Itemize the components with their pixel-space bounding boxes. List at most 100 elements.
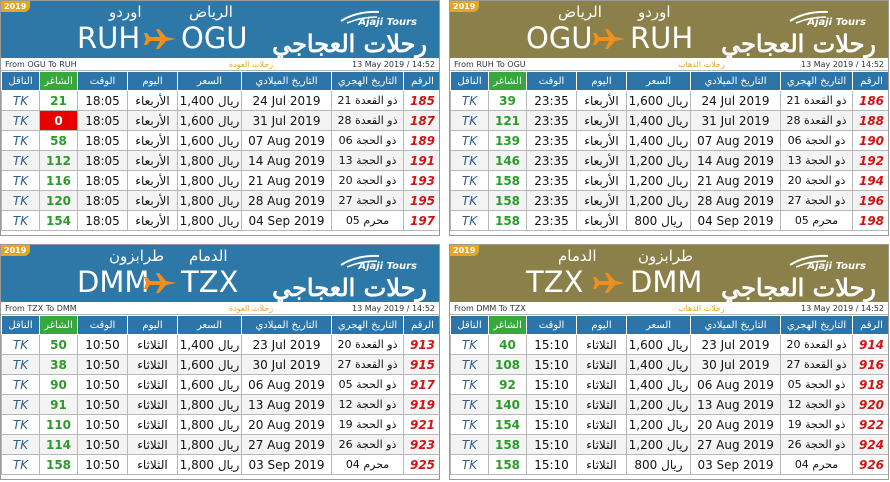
price-cell: 1,600 ريال bbox=[626, 334, 691, 355]
seats-cell: 139 bbox=[488, 130, 527, 151]
table-row[interactable]: TK 38 10:50 الثلاثاء 1,600 ريال 30 Jul 2019 27… bbox=[1, 354, 439, 375]
price-cell: 800 ريال bbox=[626, 210, 691, 231]
table-row[interactable]: TK 154 15:10 الثلاثاء 1,200 ريال 20 Aug 2019 1… bbox=[450, 414, 888, 435]
seats-cell: 116 bbox=[39, 170, 78, 191]
table-body: TK 21 18:05 الأربعاء 1,400 ريال 24 Jul 2019 21… bbox=[1, 90, 439, 231]
flight-number-cell: 918 bbox=[852, 374, 888, 395]
table-row[interactable]: TK 158 15:10 الثلاثاء 800 ريال 03 Sep 2019 04 … bbox=[450, 454, 888, 475]
logo-english-text: Ajaji Tours bbox=[807, 17, 866, 28]
seats-cell: 154 bbox=[488, 414, 527, 435]
day-cell: الأربعاء bbox=[127, 190, 178, 211]
schedule-panel-p1: 2019 اوردو الرياض OGU RUH Ajaji Tours رح… bbox=[449, 0, 889, 236]
airplane-icon bbox=[593, 29, 625, 49]
logo-swoosh-icon bbox=[340, 10, 380, 24]
flight-number-cell: 917 bbox=[403, 374, 439, 395]
table-row[interactable]: TK 108 15:10 الثلاثاء 1,400 ريال 30 Jul 2019 2… bbox=[450, 354, 888, 375]
table-row[interactable]: TK 158 15:10 الثلاثاء 1,200 ريال 27 Aug 2019 2… bbox=[450, 434, 888, 455]
table-row[interactable]: TK 158 23:35 الأربعاء 1,200 ريال 21 Aug 2019 2… bbox=[450, 170, 888, 191]
column-header: الرقم bbox=[852, 315, 888, 335]
price-cell: 1,400 ريال bbox=[626, 110, 691, 131]
gregorian-date-cell: 07 Aug 2019 bbox=[241, 130, 332, 151]
price-cell: 1,200 ريال bbox=[626, 190, 691, 211]
trip-direction: رحلات الذهاب bbox=[678, 60, 725, 69]
column-header: التاريخ الميلادي bbox=[241, 315, 332, 335]
table-row[interactable]: TK 39 23:35 الأربعاء 1,600 ريال 24 Jul 2019 21… bbox=[450, 90, 888, 111]
price-cell: 1,600 ريال bbox=[177, 110, 242, 131]
time-cell: 23:35 bbox=[526, 190, 577, 211]
hijri-date-cell: 05 ذو الحجة bbox=[780, 374, 853, 395]
price-cell: 1,200 ريال bbox=[626, 414, 691, 435]
gregorian-date-cell: 31 Jul 2019 bbox=[690, 110, 781, 131]
table-row[interactable]: TK 120 18:05 الأربعاء 1,800 ريال 28 Aug 2019 2… bbox=[1, 190, 439, 211]
arabic-city-names: طرابزون الدمام bbox=[450, 247, 700, 267]
table-row[interactable]: TK 116 18:05 الأربعاء 1,800 ريال 21 Aug 2019 2… bbox=[1, 170, 439, 191]
table-row[interactable]: TK 90 10:50 الثلاثاء 1,600 ريال 06 Aug 2019 05… bbox=[1, 374, 439, 395]
route-codes: DMM TZX bbox=[1, 265, 241, 301]
carrier-cell: TK bbox=[450, 394, 489, 415]
price-cell: 1,400 ريال bbox=[626, 374, 691, 395]
gregorian-date-cell: 20 Aug 2019 bbox=[690, 414, 781, 435]
table-row[interactable]: TK 146 23:35 الأربعاء 1,200 ريال 14 Aug 2019 1… bbox=[450, 150, 888, 171]
logo-arabic-text: رحلات العجاجي bbox=[272, 29, 427, 58]
carrier-cell: TK bbox=[1, 210, 40, 231]
table-row[interactable]: TK 21 18:05 الأربعاء 1,400 ريال 24 Jul 2019 21… bbox=[1, 90, 439, 111]
table-row[interactable]: TK 50 10:50 الثلاثاء 1,400 ريال 23 Jul 2019 20… bbox=[1, 334, 439, 355]
flight-number-cell: 913 bbox=[403, 334, 439, 355]
gregorian-date-cell: 28 Aug 2019 bbox=[690, 190, 781, 211]
column-header: السعر bbox=[177, 315, 242, 335]
flight-number-cell: 187 bbox=[403, 110, 439, 131]
table-row[interactable]: TK 58 18:05 الأربعاء 1,600 ريال 07 Aug 2019 06… bbox=[1, 130, 439, 151]
flight-number-cell: 188 bbox=[852, 110, 888, 131]
table-row[interactable]: TK 112 18:05 الأربعاء 1,800 ريال 14 Aug 2019 1… bbox=[1, 150, 439, 171]
table-row[interactable]: TK 154 18:05 الأربعاء 1,800 ريال 04 Sep 2019 0… bbox=[1, 210, 439, 231]
table-row[interactable]: TK 40 15:10 الثلاثاء 1,600 ريال 23 Jul 2019 20… bbox=[450, 334, 888, 355]
carrier-cell: TK bbox=[1, 90, 40, 111]
flight-number-cell: 925 bbox=[403, 454, 439, 475]
seats-cell: 146 bbox=[488, 150, 527, 171]
hijri-date-cell: 06 ذو الحجة bbox=[331, 130, 404, 151]
table-row[interactable]: TK 158 23:35 الأربعاء 800 ريال 04 Sep 2019 05 … bbox=[450, 210, 888, 231]
day-cell: الثلاثاء bbox=[576, 334, 627, 355]
gregorian-date-cell: 04 Sep 2019 bbox=[690, 210, 781, 231]
day-cell: الثلاثاء bbox=[576, 414, 627, 435]
table-row[interactable]: TK 158 23:35 الأربعاء 1,200 ريال 28 Aug 2019 2… bbox=[450, 190, 888, 211]
arabic-destination: اوردو bbox=[638, 3, 671, 21]
day-cell: الأربعاء bbox=[576, 150, 627, 171]
day-cell: الثلاثاء bbox=[127, 434, 178, 455]
time-cell: 18:05 bbox=[77, 90, 128, 111]
arabic-origin: الرياض bbox=[558, 3, 602, 21]
route-code-left: DMM bbox=[77, 265, 150, 299]
route-code-left: TZX bbox=[526, 265, 584, 299]
table-row[interactable]: TK 121 23:35 الأربعاء 1,400 ريال 31 Jul 2019 2… bbox=[450, 110, 888, 131]
table-row[interactable]: TK 140 15:10 الثلاثاء 1,200 ريال 13 Aug 2019 1… bbox=[450, 394, 888, 415]
carrier-cell: TK bbox=[450, 130, 489, 151]
flights-table: الناقل الشاغر الوقت اليوم السعر التاريخ الميل… bbox=[450, 71, 888, 231]
price-cell: 1,400 ريال bbox=[177, 90, 242, 111]
table-row[interactable]: TK 110 10:50 الثلاثاء 1,800 ريال 20 Aug 2019 1… bbox=[1, 414, 439, 435]
time-cell: 10:50 bbox=[77, 454, 128, 475]
time-cell: 23:35 bbox=[526, 90, 577, 111]
table-row[interactable]: TK 0 18:05 الأربعاء 1,600 ريال 31 Jul 2019 28 … bbox=[1, 110, 439, 131]
time-cell: 10:50 bbox=[77, 354, 128, 375]
column-header: السعر bbox=[626, 71, 691, 91]
seats-cell: 121 bbox=[488, 110, 527, 131]
column-header: اليوم bbox=[127, 315, 178, 335]
carrier-cell: TK bbox=[450, 210, 489, 231]
carrier-cell: TK bbox=[450, 414, 489, 435]
column-header: اليوم bbox=[576, 71, 627, 91]
route-code-right: OGU bbox=[181, 21, 248, 55]
day-cell: الثلاثاء bbox=[576, 394, 627, 415]
table-row[interactable]: TK 91 10:50 الثلاثاء 1,800 ريال 13 Aug 2019 12… bbox=[1, 394, 439, 415]
carrier-cell: TK bbox=[1, 150, 40, 171]
time-cell: 23:35 bbox=[526, 210, 577, 231]
column-header: الوقت bbox=[77, 71, 128, 91]
gregorian-date-cell: 04 Sep 2019 bbox=[241, 210, 332, 231]
update-timestamp: 13 May 2019 / 14:52 bbox=[801, 60, 884, 69]
time-cell: 23:35 bbox=[526, 130, 577, 151]
table-row[interactable]: TK 139 23:35 الأربعاء 1,400 ريال 07 Aug 2019 0… bbox=[450, 130, 888, 151]
table-row[interactable]: TK 114 10:50 الثلاثاء 1,800 ريال 27 Aug 2019 2… bbox=[1, 434, 439, 455]
seats-cell: 158 bbox=[488, 434, 527, 455]
table-row[interactable]: TK 92 15:10 الثلاثاء 1,400 ريال 06 Aug 2019 05… bbox=[450, 374, 888, 395]
flight-number-cell: 195 bbox=[403, 190, 439, 211]
table-row[interactable]: TK 158 10:50 الثلاثاء 1,800 ريال 03 Sep 2019 0… bbox=[1, 454, 439, 475]
